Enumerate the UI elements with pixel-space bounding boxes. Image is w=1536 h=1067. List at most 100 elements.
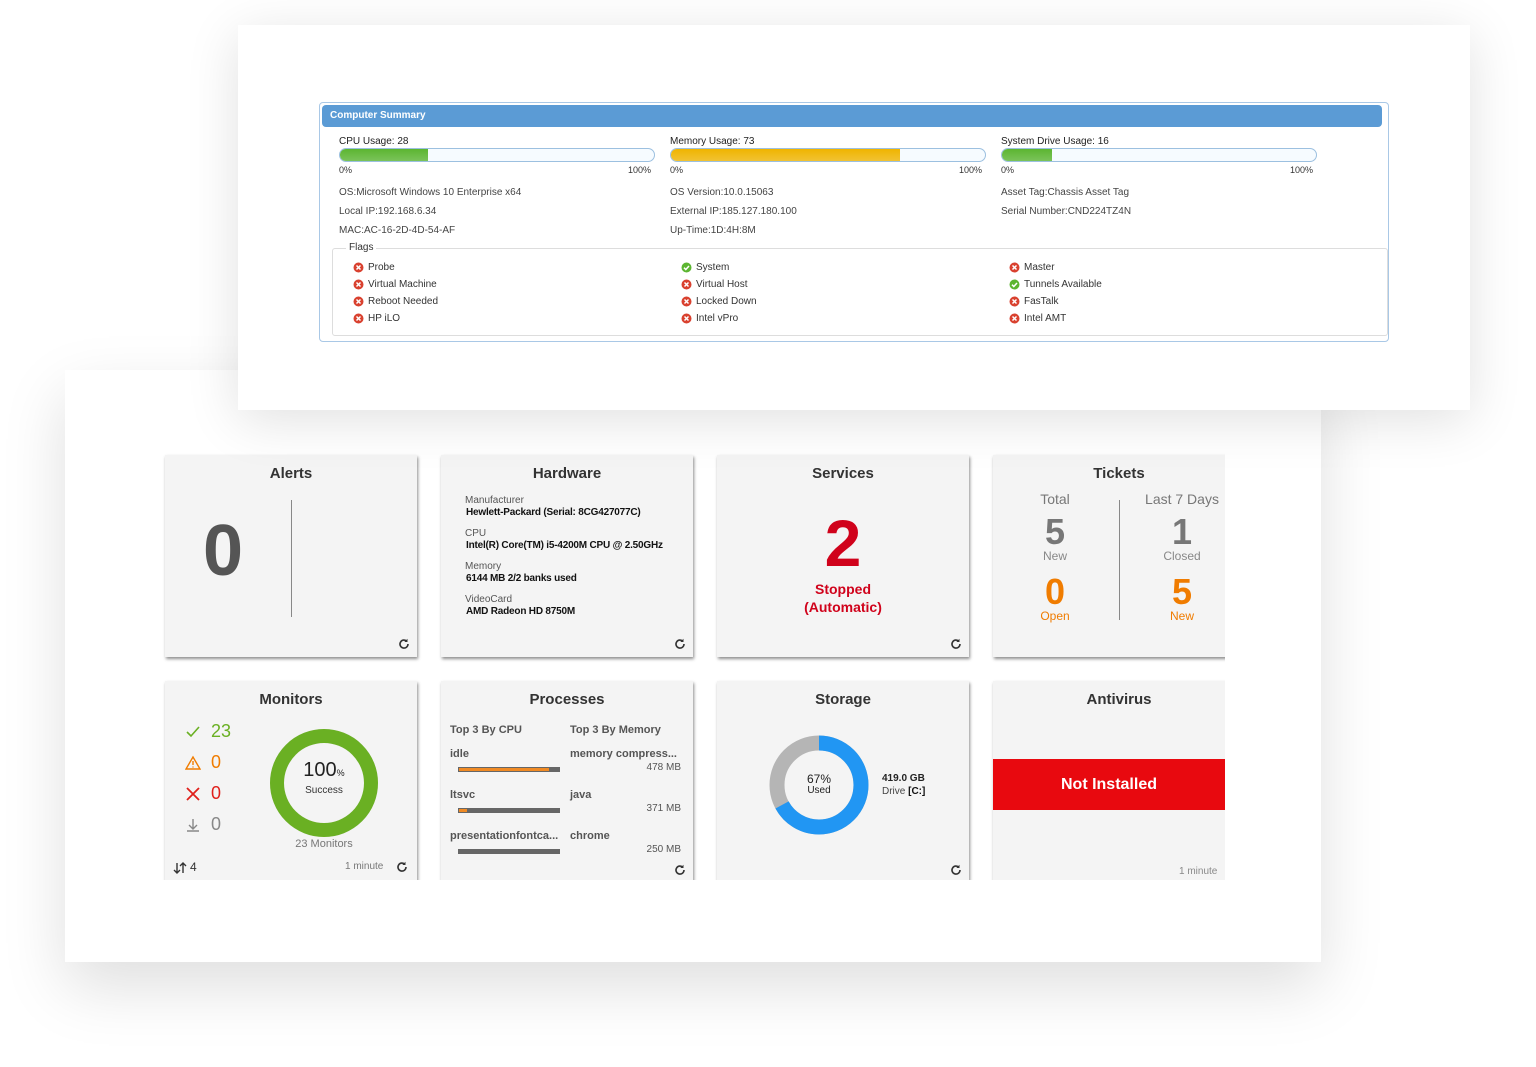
services-tile: Services 2 Stopped (Automatic) [717,455,969,657]
proc-name: ltsvc [450,789,476,801]
storage-donut [769,735,869,835]
refresh-icon [951,864,961,875]
usage-name: System Drive Usage: [1001,136,1098,147]
usage-track [1001,148,1317,162]
info-line: MAC:AC-16-2D-4D-54-AF [339,225,456,236]
usage-value: 73 [743,136,755,147]
flag-icon [353,262,364,273]
usage-bar [340,149,428,161]
proc-track [458,767,560,772]
processes-tile: Processes Top 3 By CPU Top 3 By Memory idle… [441,681,693,880]
ticket-number: 5 [1044,511,1066,552]
success-donut [270,729,378,837]
refresh-icon [951,638,961,649]
usage-value: 28 [397,136,409,147]
tile-title: Processes [529,691,605,708]
flag-name: Virtual Host [696,279,748,290]
success-number: 100 [303,759,337,781]
flag-icon [681,279,692,290]
tile-title: Alerts [269,465,313,482]
monitor-total: 23 Monitors [295,838,353,850]
flag-name: Intel AMT [1024,313,1067,324]
success-value: 100% [274,759,374,782]
antivirus-tile: Antivirus Not Installed 1 minute [993,681,1225,880]
hw-value: Hewlett-Packard (Serial: 8CG427077C) [466,507,641,518]
info-line: OS:Microsoft Windows 10 Enterprise x64 [339,187,522,198]
monitor-icon [186,787,200,801]
usage-name: Memory Usage: [670,136,744,147]
proc-bar [459,809,468,812]
flag-icon [681,296,692,307]
flag-icon [353,279,364,290]
ticket-header: Total [1040,491,1070,507]
ticket-number: 5 [1171,571,1193,612]
hw-label: Memory [465,561,502,572]
flag-icon [1009,279,1020,290]
flags-box: Probe Virtual Machine Reboot Needed HP iLO S… [332,248,1388,336]
service-status: Stopped [815,581,871,597]
flag-icon [1009,262,1020,273]
proc-header: Top 3 By Memory [570,724,661,736]
flag-icon [681,313,692,324]
usage-label: CPU Usage: 28 [339,136,408,147]
flag-name: FasTalk [1024,296,1059,307]
flag-icon [353,313,364,324]
flag-name: System [696,262,730,273]
ticket-label: Open [1040,609,1070,623]
usage-bar [1002,149,1053,161]
monitor-count: 0 [211,783,222,803]
hardware-tile: Hardware Manufacturer Hewlett-Packard (Ser… [441,455,693,657]
sort-count: 4 [190,860,197,874]
updated: 1 minute [1179,866,1218,877]
proc-track [458,849,560,854]
flag-name: Virtual Machine [368,279,437,290]
alert-count: 0 [203,511,244,591]
flag-name: Master [1024,262,1055,273]
monitor-icon [187,819,199,832]
flag-name: HP iLO [368,313,401,324]
monitor-count: 0 [211,814,222,834]
storage-size: 419.0 GB [882,773,925,784]
proc-mem: 478 MB [646,762,681,773]
info-line: Asset Tag:Chassis Asset Tag [1001,187,1130,198]
tile-title: Hardware [532,465,602,482]
scale-max: 100% [959,165,983,175]
monitor-icon [186,726,200,738]
scale-min: 0% [339,165,353,175]
tile-title: Services [812,465,874,482]
monitor-count: 0 [211,752,222,772]
hw-label: VideoCard [465,594,513,605]
flag-name: Tunnels Available [1024,279,1102,290]
proc-name: chrome [570,830,610,842]
proc-name: idle [450,748,469,760]
service-count: 2 [824,506,862,580]
refresh-icon [397,861,407,872]
ticket-label: Closed [1163,549,1201,563]
ticket-label: New [1042,549,1067,563]
updated: 1 minute [345,861,384,872]
drive-name: [C:] [908,786,926,797]
donut-arc [270,729,378,837]
info-line: Serial Number:CND224TZ4N [1001,206,1132,217]
ticket-number: 1 [1171,511,1193,552]
summary-header: Computer Summary [322,105,1382,127]
alerts-tile: Alerts 0 [165,455,417,657]
usage-track [339,148,655,162]
antivirus-status: Not Installed [993,759,1225,810]
proc-mem: 371 MB [646,803,681,814]
monitor-count: 23 [211,721,232,741]
hw-label: Manufacturer [465,495,524,506]
proc-name: memory compress... [570,748,677,760]
success-unit: % [336,768,345,778]
divider [291,500,292,617]
usage-label: Memory Usage: 73 [670,136,754,147]
monitors-tile: Monitors 23 0 0 0 100% Success 23 Monitors 4 1 mi… [165,681,417,880]
proc-header: Top 3 By CPU [450,724,522,736]
flag-name: Locked Down [696,296,757,307]
ticket-number: 0 [1044,571,1066,612]
summary-card: Computer Summary CPU Usage: 28 0% 100% Memor… [238,25,1470,410]
tickets-tile: Tickets Total 5 New 0 Open Last 7 Days 1 Closed 5… [993,455,1225,657]
ticket-header: Last 7 Days [1145,491,1219,507]
flag-name: Probe [368,262,395,273]
divider [1119,500,1120,620]
